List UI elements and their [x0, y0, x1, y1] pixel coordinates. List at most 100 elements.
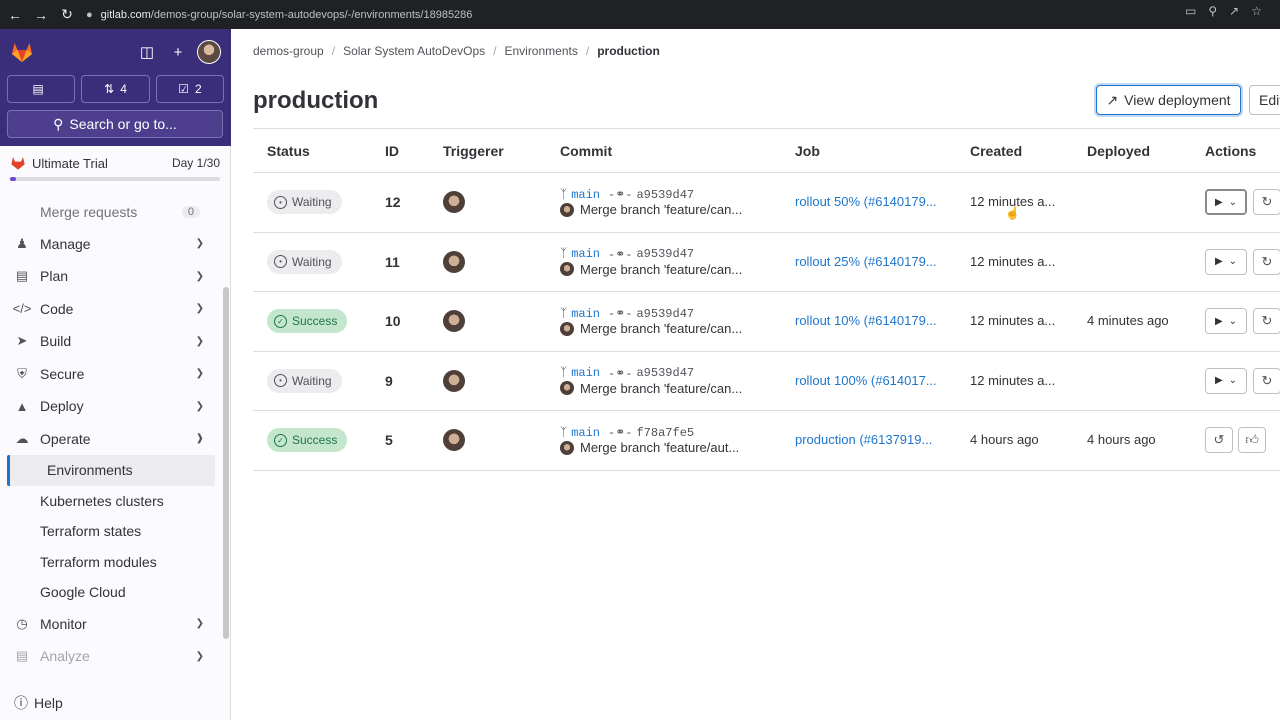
redeploy-button[interactable]: ↻ — [1253, 308, 1280, 334]
reload-icon[interactable]: ↻ — [61, 6, 73, 22]
todo-count-button[interactable]: ☑ 2 — [156, 75, 224, 103]
run-job-dropdown-button[interactable]: ▶ ⌄ — [1205, 308, 1247, 334]
run-job-dropdown-button[interactable]: ▶ ⌄ — [1205, 248, 1247, 275]
chevron-right-icon: ❯ — [195, 368, 204, 380]
job-link[interactable]: rollout 100% (#614017... — [795, 372, 937, 388]
commit-message-link[interactable]: Merge branch 'feature/can... — [580, 380, 743, 396]
mouse-cursor-icon: ☝ — [1005, 206, 1020, 220]
commit-sha-link[interactable]: a9539d47 — [636, 187, 695, 202]
sidebar-item-terraform-states[interactable]: Terraform states — [0, 516, 222, 547]
created-time: 12 minutes a... — [970, 372, 1056, 388]
chevron-right-icon: ❯ — [195, 650, 204, 662]
commit-message-link[interactable]: Merge branch 'feature/can... — [580, 321, 743, 336]
sidebar-item-merge-requests[interactable]: Merge requests 0 — [0, 197, 222, 228]
branch-link[interactable]: main — [571, 306, 601, 321]
share-icon[interactable]: ↗ — [1229, 4, 1240, 18]
sidebar-item-analyze[interactable]: ▤ Analyze ❯ — [0, 640, 222, 673]
sidebar-item-kubernetes-clusters[interactable]: Kubernetes clusters — [0, 486, 222, 517]
triggerer-avatar[interactable] — [443, 369, 465, 392]
sidebar-item-label: Terraform modules — [40, 553, 157, 570]
sidebar-item-google-cloud[interactable]: Google Cloud — [0, 577, 222, 608]
commit-message-link[interactable]: Merge branch 'feature/can... — [580, 261, 743, 277]
sidebar-item-terraform-modules[interactable]: Terraform modules — [0, 547, 222, 578]
redeploy-button[interactable]: ↻ — [1253, 248, 1280, 275]
sidebar-item-deploy[interactable]: ▲ Deploy ❯ — [0, 390, 222, 423]
bookmark-star-icon[interactable]: ☆ — [1251, 4, 1262, 18]
redeploy-icon: ↻ — [1261, 253, 1273, 269]
sidebar-item-operate[interactable]: ☁ Operate ❱ — [0, 423, 222, 456]
breadcrumb-project[interactable]: Solar System AutoDevOps — [343, 44, 486, 58]
sidebar-item-monitor[interactable]: ◷ Monitor ❯ — [0, 608, 222, 641]
breadcrumb-group[interactable]: demos-group — [253, 44, 324, 58]
job-link[interactable]: rollout 50% (#6140179... — [795, 194, 937, 209]
plus-icon[interactable]: + — [173, 43, 183, 61]
branch-link[interactable]: main — [571, 425, 601, 440]
address-bar[interactable]: ● gitlab.com/demos-group/solar-system-au… — [86, 4, 472, 26]
scrollbar-thumb[interactable] — [223, 287, 229, 639]
sidebar-item-secure[interactable]: ⛨ Secure ❯ — [0, 358, 222, 391]
sidebar-item-code[interactable]: </> Code ❯ — [0, 293, 222, 326]
status-badge[interactable]: ✓ Success — [267, 309, 348, 333]
triggerer-avatar[interactable] — [443, 191, 465, 213]
branch-link[interactable]: main — [571, 187, 601, 202]
table-row: • Waiting 9 ᛉ main -⚭- a9539d47 Merge br… — [253, 352, 1280, 411]
redeploy-button[interactable]: ↻ — [1253, 367, 1280, 394]
triggerer-avatar[interactable] — [443, 250, 465, 273]
merge-requests-count-button[interactable]: ⇅ 4 — [81, 75, 150, 103]
sidebar-item-label: Secure — [40, 365, 85, 382]
sidebar-item-manage[interactable]: ♟ Manage ❯ — [0, 228, 222, 261]
triggerer-avatar[interactable] — [443, 429, 465, 451]
status-badge[interactable]: • Waiting — [267, 368, 342, 393]
sidebar-toggle-icon[interactable]: ◫ — [139, 44, 155, 61]
rollback-icon: ↺ — [1213, 432, 1225, 447]
breadcrumb-environments[interactable]: Environments — [504, 44, 578, 58]
forward-icon[interactable]: → — [34, 6, 48, 23]
run-job-dropdown-button[interactable]: ▶ ⌄ — [1205, 189, 1247, 215]
status-badge[interactable]: • Waiting — [267, 249, 342, 274]
branch-link[interactable]: main — [571, 366, 601, 380]
status-badge[interactable]: • Waiting — [267, 190, 342, 214]
commit-message-link[interactable]: Merge branch 'feature/can... — [580, 202, 743, 217]
issues-count-button[interactable]: ▤ — [7, 75, 75, 103]
merge-request-icon: ⇅ — [104, 82, 115, 96]
commit-message: Merge branch 'feature/can... — [560, 381, 742, 396]
install-icon[interactable]: ▭ — [1185, 4, 1197, 18]
job-link[interactable]: production (#6137919... — [795, 432, 933, 447]
triggerer-avatar[interactable] — [443, 310, 465, 332]
commit-sha-link[interactable]: a9539d47 — [636, 306, 695, 321]
sidebar-item-build[interactable]: ➤ Build ❯ — [0, 325, 222, 358]
redeploy-button[interactable]: ↻ — [1253, 189, 1280, 215]
run-job-dropdown-button[interactable]: ▶ ⌄ — [1205, 367, 1247, 394]
view-deployment-button[interactable]: ↗ View deployment — [1096, 85, 1241, 115]
commit-sha-link[interactable]: a9539d47 — [636, 247, 695, 261]
status-badge[interactable]: ✓ Success — [267, 428, 348, 452]
gitlab-logo-icon[interactable] — [10, 40, 34, 64]
trial-progress — [10, 177, 220, 181]
search-button[interactable]: ⚲ Search or go to... — [7, 110, 223, 138]
edit-button[interactable]: Edit — [1249, 85, 1280, 115]
sidebar-item-plan[interactable]: ▤ Plan ❯ — [0, 260, 222, 293]
commit-message-link[interactable]: Merge branch 'feature/aut... — [580, 440, 740, 455]
breadcrumb-current[interactable]: production — [597, 44, 660, 58]
chevron-right-icon: ❯ — [195, 238, 204, 250]
user-avatar[interactable] — [197, 40, 221, 64]
sidebar-scrollbar[interactable] — [221, 197, 229, 687]
commit-sha-link[interactable]: a9539d47 — [636, 366, 695, 380]
job-link[interactable]: rollout 25% (#6140179... — [795, 253, 937, 269]
commit-sha-link[interactable]: f78a7fe5 — [636, 425, 695, 440]
sidebar-item-environments[interactable]: Environments — [7, 455, 215, 486]
author-avatar — [560, 381, 574, 395]
play-icon: ▶ — [1214, 256, 1223, 267]
job-link[interactable]: rollout 10% (#6140179... — [795, 313, 937, 328]
redeploy-icon: ↻ — [1261, 313, 1273, 328]
trial-widget[interactable]: Ultimate Trial Day 1/30 — [10, 155, 220, 181]
redeploy-icon: ↻ — [1261, 372, 1273, 388]
approve-button[interactable]: 👍︎ — [1238, 427, 1266, 453]
zoom-icon[interactable]: ⚲ — [1208, 4, 1218, 18]
author-avatar — [560, 202, 574, 217]
branch-link[interactable]: main — [571, 247, 601, 261]
commit-icon: -⚭- — [608, 188, 633, 202]
back-icon[interactable]: ← — [8, 6, 22, 23]
rollback-button[interactable]: ↺ — [1205, 427, 1233, 453]
help-button[interactable]: ⓘ Help — [14, 693, 63, 713]
